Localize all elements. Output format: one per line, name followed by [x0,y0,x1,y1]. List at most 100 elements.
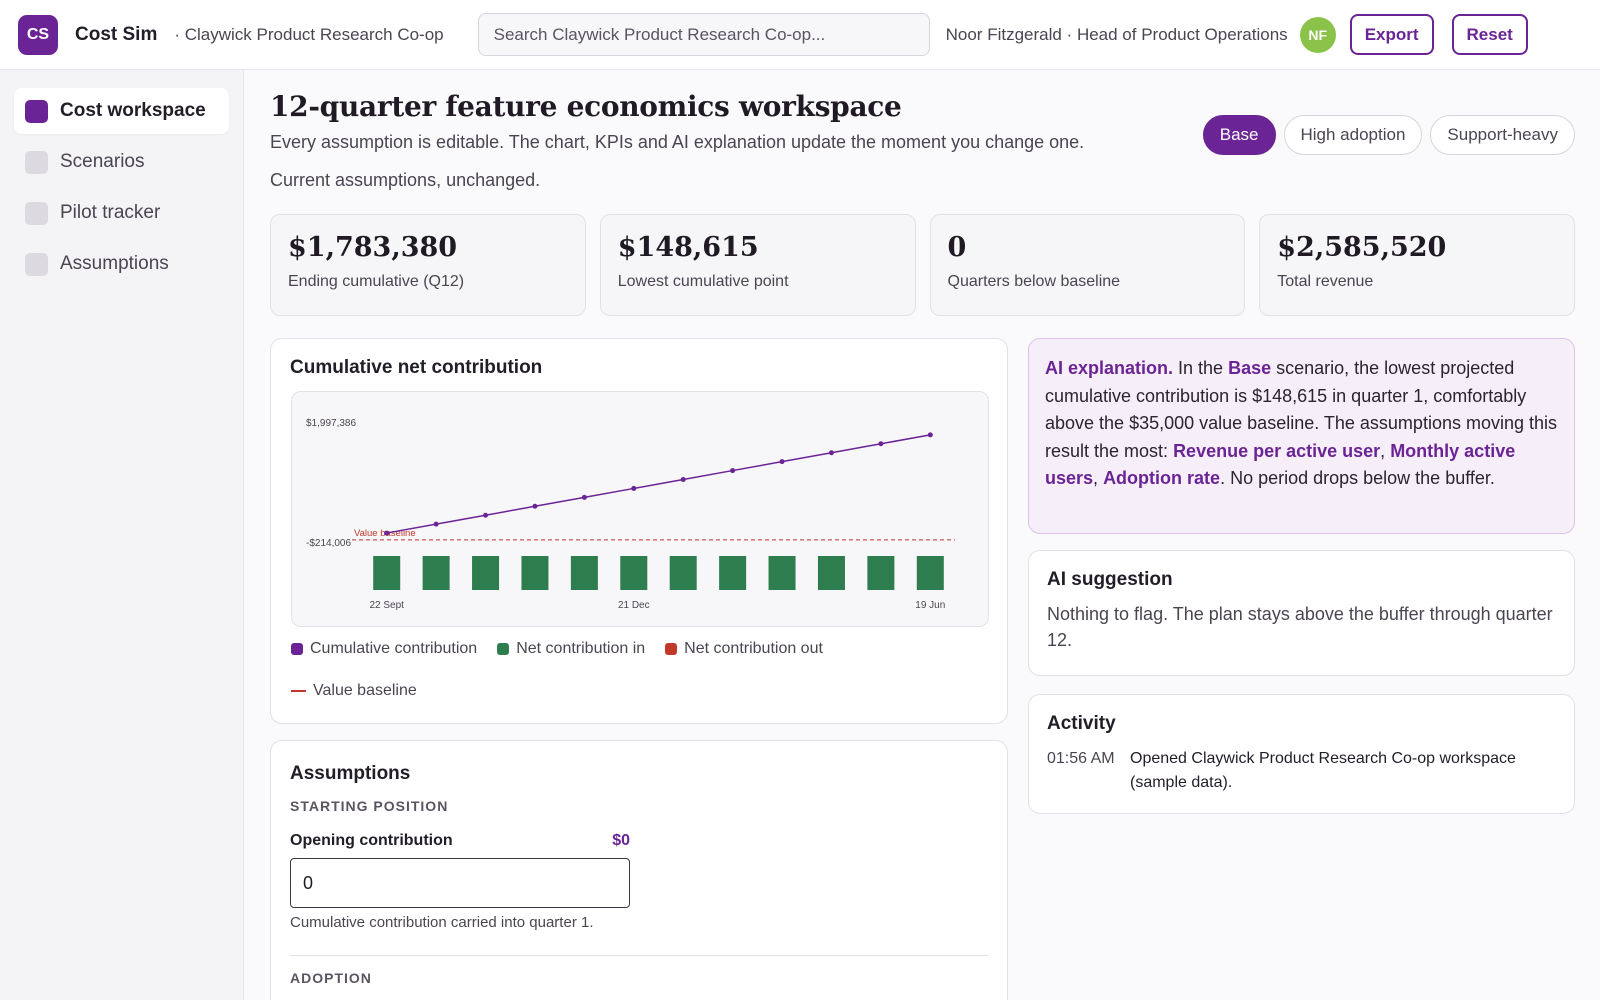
field-label: Opening contribution [290,832,453,849]
status-text: Current assumptions, unchanged. [270,170,541,190]
ai-suggestion-text: Nothing to flag. The plan stays above th… [1047,604,1553,650]
kpi-row: $1,783,380 Ending cumulative (Q12) $148,… [270,214,1575,316]
page-title: 12-quarter feature economics workspace [270,90,902,123]
x-tick-label: 22 Sept [369,600,404,611]
activity-title: Activity [1047,713,1116,734]
kpi-card-ending-cumulative: $1,783,380 Ending cumulative (Q12) [270,214,586,316]
page-subtitle: Every assumption is editable. The chart,… [270,132,1085,152]
kpi-card-lowest-cumulative: $148,615 Lowest cumulative point [599,214,916,316]
sidebar-item-label: Scenarios [60,151,145,172]
ai-text: , [1093,468,1104,488]
cumulative-point [927,432,933,438]
kpi-card-quarters-below-baseline: 0 Quarters below baseline [929,214,1246,316]
chart-area: $1,997,386 -$214,006 Value baseline 22 Sept… [291,391,989,627]
sidebar-item-label: Pilot tracker [60,202,161,223]
sidebar-item-assumptions[interactable]: Assumptions [14,241,229,287]
bar-net-contribution-in [373,556,401,590]
chart-card: Cumulative net contribution $1,997,386 -$… [270,338,1008,724]
cumulative-point [384,530,390,536]
nav-square-icon [25,150,48,174]
scenario-pill-support-heavy[interactable]: Support-heavy [1430,115,1575,155]
kpi-label: Lowest cumulative point [617,273,789,290]
main-content: 12-quarter feature economics workspace E… [270,70,1575,1000]
activity-item: 01:56 AM Opened Claywick Product Researc… [1047,747,1556,795]
kpi-label: Total revenue [1277,273,1374,290]
legend-item-value-baseline: Value baseline [291,681,417,701]
bar-net-contribution-in [916,556,944,590]
search-input[interactable] [477,13,930,56]
cumulative-point [828,450,834,456]
sidebar-item-scenarios[interactable]: Scenarios [14,139,229,185]
assumptions-card: Assumptions STARTING POSITION Opening co… [270,740,1008,1000]
y-tick-label-min: -$214,006 [306,538,351,549]
legend-item-net-out: Net contribution out [665,639,823,659]
kpi-value: $148,615 [617,232,759,263]
ai-explanation-card: AI explanation. In the Base scenario, th… [1028,338,1575,534]
legend-line-swatch [291,690,306,692]
ai-suggestion-card: AI suggestion Nothing to flag. The plan … [1028,550,1575,676]
opening-contribution-input[interactable] [290,858,630,908]
ai-text: , [1380,440,1391,461]
ai-text: . No period drops below the buffer. [1220,468,1495,488]
scenario-pill-high-adoption[interactable]: High adoption [1283,115,1423,155]
ai-text: In the [1173,358,1229,378]
sidebar-item-cost-workspace[interactable]: Cost workspace [14,88,229,134]
bar-net-contribution-in [521,556,549,590]
bar-net-contribution-in [570,556,598,590]
activity-time: 01:56 AM [1047,750,1115,767]
cumulative-point [433,521,439,527]
cumulative-point [631,485,637,491]
legend-swatch [497,643,510,655]
avatar[interactable]: NF [1299,16,1336,53]
scenario-pill-base[interactable]: Base [1202,115,1276,155]
bar-net-contribution-in [669,556,697,590]
field-help-text: Cumulative contribution carried into qua… [290,914,594,931]
chart-legend: Cumulative contribution Net contribution… [291,639,951,701]
app-logo[interactable]: CS [18,14,58,55]
opening-contribution-row: Opening contribution $0 [290,832,630,850]
cumulative-point [680,476,686,482]
cumulative-point [779,459,785,465]
kpi-value: $2,585,520 [1277,232,1447,263]
bar-net-contribution-in [768,556,796,590]
field-value-display: $0 [612,832,630,849]
ai-driver-revenue-per-user: Revenue per active user [1173,440,1381,461]
kpi-card-total-revenue: $2,585,520 Total revenue [1259,214,1575,316]
x-tick-label: 21 Dec [618,600,650,611]
chart-title: Cumulative net contribution [290,357,543,378]
sidebar-item-label: Cost workspace [60,100,206,121]
section-label-starting-position: STARTING POSITION [290,798,449,814]
ai-suggestion-title: AI suggestion [1047,569,1173,590]
reset-button[interactable]: Reset [1451,14,1528,55]
cumulative-point [581,494,587,500]
cumulative-point [532,503,538,509]
kpi-label: Ending cumulative (Q12) [288,273,465,290]
cumulative-contribution-line [386,434,931,534]
cumulative-point [483,512,489,518]
legend-label: Value baseline [313,682,417,699]
y-tick-label-max: $1,997,386 [306,418,356,429]
legend-swatch [291,643,303,655]
export-button[interactable]: Export [1349,14,1434,55]
activity-card: Activity 01:56 AM Opened Claywick Produc… [1028,694,1575,814]
legend-label: Net contribution in [516,640,646,657]
section-label-adoption: ADOPTION [290,970,372,986]
bar-net-contribution-in [719,556,747,590]
cumulative-point [730,468,736,474]
nav-square-icon [25,201,48,225]
sidebar-item-label: Assumptions [60,253,169,274]
ai-driver-adoption-rate: Adoption rate [1103,468,1221,488]
kpi-label: Quarters below baseline [947,273,1121,290]
legend-swatch [665,643,678,655]
org-name: · Claywick Product Research Co-op [174,24,444,44]
ai-explanation-lead: AI explanation. [1045,358,1174,378]
sidebar-item-pilot-tracker[interactable]: Pilot tracker [14,190,229,236]
x-tick-label: 19 Jun [915,600,945,611]
bar-net-contribution-in [472,556,500,590]
kpi-value: $1,783,380 [288,232,458,263]
scenario-selector: Base High adoption Support-heavy [1202,115,1575,155]
legend-item-net-in: Net contribution in [497,639,645,659]
ai-text: scenario, the lowest projected cumulativ… [1045,358,1557,461]
legend-label: Cumulative contribution [310,640,478,657]
